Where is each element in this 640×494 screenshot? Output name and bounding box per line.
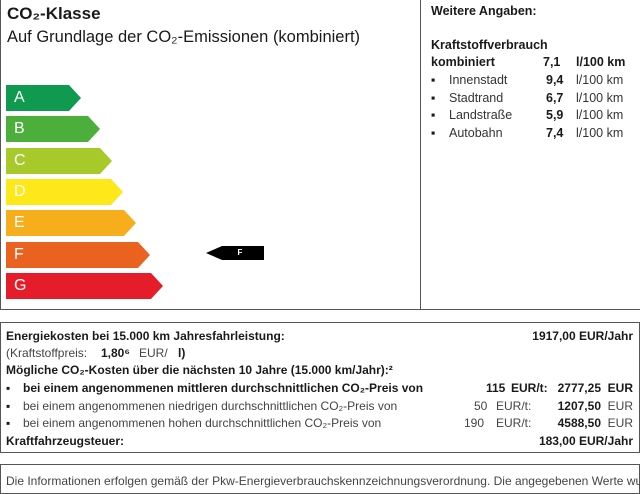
- consumption-combined: kombiniert 7,1 l/100 km: [431, 55, 636, 72]
- consumption-label: Landstraße: [449, 108, 513, 122]
- energy-costs-value: 1917,00 EUR/Jahr: [532, 329, 633, 343]
- combined-value: 7,1: [543, 55, 561, 69]
- fuel-price-value: 1,80⁶: [101, 346, 130, 360]
- tax-row: Kraftfahrzeugsteuer: 183,00 EUR/Jahr: [6, 434, 633, 450]
- further-info-panel: Weitere Angaben: Kraftstoffverbrauch kom…: [420, 0, 640, 310]
- footer-note: Die Informationen erfolgen gemäß der Pkw…: [6, 474, 640, 488]
- scenario-currency: EUR: [607, 381, 633, 395]
- scenario-price-unit: EUR/t:: [511, 381, 548, 395]
- scenario-price: 50: [474, 398, 488, 413]
- consumption-label: Stadtrand: [449, 90, 504, 105]
- consumption-item: ▪ Landstraße 5,9 l/100 km: [431, 108, 636, 125]
- co2-class-title: CO₂-Klasse: [7, 4, 101, 23]
- scenario-value: 2777,25: [557, 381, 601, 395]
- scenario-price-unit: EUR/t:: [496, 416, 532, 430]
- co2-scenario-row: ▪ bei einem angenommenen mittleren durch…: [6, 381, 633, 397]
- scenario-price: 190: [464, 416, 485, 430]
- consumption-value: 6,7: [546, 90, 564, 105]
- combined-unit: l/100 km: [576, 55, 626, 69]
- scenario-currency: EUR: [607, 416, 633, 430]
- fuel-price-label: (Kraftstoffpreis:: [6, 346, 88, 360]
- consumption-unit: l/100 km: [576, 73, 624, 87]
- consumption-label: Innenstadt: [449, 73, 508, 87]
- footer-note-panel: Die Informationen erfolgen gemäß der Pkw…: [0, 464, 640, 494]
- consumption-item: ▪ Stadtrand 6,7 l/100 km: [431, 91, 636, 108]
- combined-label: kombiniert: [431, 55, 495, 69]
- co2-costs-heading: Mögliche CO₂-Kosten über die nächsten 10…: [6, 363, 393, 377]
- consumption-item: ▪ Innenstadt 9,4 l/100 km: [431, 73, 636, 90]
- co2-class-bar-c: C: [6, 148, 112, 174]
- bullet-icon: ▪: [431, 90, 436, 105]
- further-title: Weitere Angaben:: [431, 4, 537, 18]
- consumption-value: 9,4: [546, 73, 564, 87]
- scenario-text: bei einem angenommenen mittleren durchsc…: [23, 381, 424, 395]
- co2-class-subtitle: Auf Grundlage der CO₂-Emissionen (kombin…: [7, 28, 361, 46]
- scenario-price: 115: [486, 381, 506, 395]
- co2-class-bar-d: D: [6, 179, 123, 205]
- co2-scenario-row: ▪ bei einem angenommenen niedrigen durch…: [6, 399, 633, 415]
- co2-class-bar-e: E: [6, 210, 136, 236]
- consumption-value: 5,9: [546, 108, 564, 122]
- tax-label: Kraftfahrzeugsteuer:: [6, 434, 125, 448]
- scenario-value: 4588,50: [557, 416, 601, 430]
- scenario-price-unit: EUR/t:: [496, 398, 532, 413]
- co2-class-panel: CO₂-Klasse Auf Grundlage der CO₂-Emissio…: [0, 0, 421, 310]
- co2-scenario-row: ▪ bei einem angenommenen hohen durchschn…: [6, 416, 633, 432]
- current-class-indicator: F: [206, 246, 264, 260]
- bullet-icon: ▪: [6, 416, 11, 430]
- tax-value: 183,00 EUR/Jahr: [538, 434, 633, 448]
- scenario-currency: EUR: [607, 398, 633, 413]
- bullet-icon: ▪: [431, 108, 436, 122]
- consumption-unit: l/100 km: [576, 108, 624, 122]
- fuel-price-row: (Kraftstoffpreis: 1,80⁶ EUR/ l): [6, 346, 633, 362]
- bullet-icon: ▪: [431, 73, 436, 87]
- costs-panel: Energiekosten bei 15.000 km Jahresfahrle…: [0, 322, 640, 453]
- co2-class-bar-g: G: [6, 273, 163, 299]
- fuel-price-unit: EUR/: [139, 346, 168, 360]
- consumption-value: 7,4: [546, 125, 564, 140]
- consumption-unit: l/100 km: [576, 125, 624, 140]
- energy-costs-row: Energiekosten bei 15.000 km Jahresfahrle…: [6, 329, 633, 345]
- bullet-icon: ▪: [431, 125, 436, 140]
- consumption-label: Autobahn: [449, 125, 503, 140]
- co2-class-bar-b: B: [6, 116, 100, 142]
- consumption-item: ▪ Autobahn 7,4 l/100 km: [431, 126, 636, 143]
- fuel-price-suffix: l): [178, 346, 186, 360]
- scenario-text: bei einem angenommenen hohen durchschnit…: [23, 416, 382, 430]
- consumption-heading: Kraftstoffverbrauch: [431, 38, 548, 52]
- bullet-icon: ▪: [6, 381, 11, 395]
- scenario-text: bei einem angenommenen niedrigen durchsc…: [23, 398, 398, 413]
- bullet-icon: ▪: [6, 398, 11, 413]
- consumption-unit: l/100 km: [576, 90, 624, 105]
- co2-class-bar-f: F: [6, 242, 150, 268]
- energy-costs-label: Energiekosten bei 15.000 km Jahresfahrle…: [6, 329, 285, 343]
- co2-class-bar-a: A: [6, 85, 81, 111]
- scenario-value: 1207,50: [557, 398, 601, 413]
